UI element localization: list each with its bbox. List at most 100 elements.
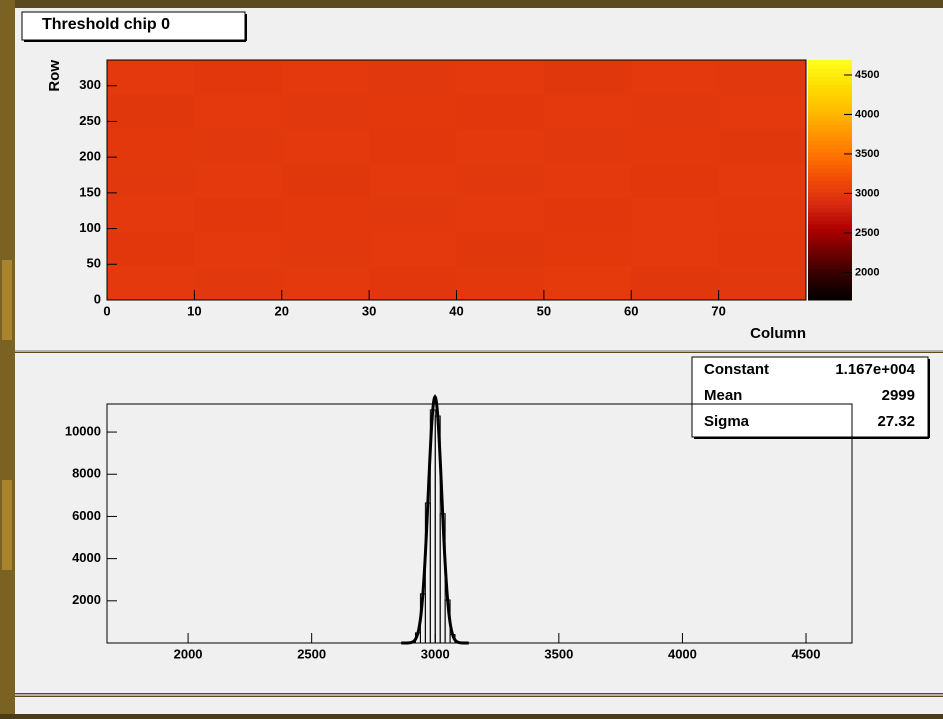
x-tick-label: 3000 — [421, 646, 450, 661]
colorbar-step — [808, 296, 852, 301]
colorbar-step — [808, 88, 852, 93]
colorbar-step — [808, 92, 852, 97]
x-tick-label: 4500 — [792, 646, 821, 661]
colorbar-step — [808, 72, 852, 77]
heat-cell — [282, 231, 370, 266]
x-axis-title: Column — [750, 325, 806, 342]
colorbar-step — [808, 104, 852, 109]
y-tick-label: 50 — [87, 256, 101, 271]
colorbar-step — [808, 268, 852, 273]
colorbar-step — [808, 68, 852, 73]
heat-cell — [107, 129, 195, 164]
heat-cell — [544, 197, 632, 232]
side-decor — [2, 480, 12, 570]
colorbar-tick-label: 2500 — [855, 227, 879, 239]
chart-title: Threshold chip 0 — [42, 16, 170, 33]
heat-cell — [107, 60, 195, 95]
colorbar-step — [808, 280, 852, 285]
colorbar-step — [808, 208, 852, 213]
colorbar-step — [808, 188, 852, 193]
colorbar-step — [808, 264, 852, 269]
stats-label: Sigma — [704, 413, 750, 430]
heat-cell — [719, 197, 807, 232]
colorbar-step — [808, 108, 852, 113]
heat-cell — [719, 60, 807, 95]
heat-cell — [544, 231, 632, 266]
heat-cell — [457, 197, 545, 232]
colorbar-step — [808, 128, 852, 133]
heat-cell — [282, 94, 370, 129]
y-tick-label: 150 — [79, 184, 101, 199]
heat-cell — [457, 60, 545, 95]
colorbar-step — [808, 168, 852, 173]
heat-cell — [631, 266, 719, 301]
heat-cell — [369, 60, 457, 95]
y-tick-label: 100 — [79, 220, 101, 235]
heat-cell — [107, 197, 195, 232]
colorbar-step — [808, 140, 852, 145]
colorbar-step — [808, 260, 852, 265]
colorbar-tick-label: 2000 — [855, 266, 879, 278]
colorbar-step — [808, 240, 852, 245]
stats-value: 1.167e+004 — [835, 361, 915, 378]
colorbar-step — [808, 196, 852, 201]
heat-cell — [457, 231, 545, 266]
colorbar-step — [808, 124, 852, 129]
colorbar-step — [808, 172, 852, 177]
colorbar-step — [808, 132, 852, 137]
colorbar-step — [808, 284, 852, 289]
heat-cell — [194, 266, 282, 301]
colorbar-step — [808, 148, 852, 153]
heat-cell — [457, 266, 545, 301]
heat-cell — [369, 197, 457, 232]
colorbar-step — [808, 288, 852, 293]
y-tick-label: 0 — [94, 291, 101, 306]
heat-cell — [369, 266, 457, 301]
y-tick-label: 2000 — [72, 592, 101, 607]
heat-cell — [194, 163, 282, 198]
heat-cell — [457, 94, 545, 129]
colorbar-step — [808, 156, 852, 161]
colorbar-step — [808, 220, 852, 225]
colorbar-step — [808, 164, 852, 169]
colorbar-step — [808, 200, 852, 205]
colorbar-step — [808, 96, 852, 101]
colorbar-tick-label: 3000 — [855, 187, 879, 199]
colorbar-step — [808, 76, 852, 81]
x-tick-label: 10 — [187, 303, 201, 318]
y-tick-label: 10000 — [65, 423, 101, 438]
x-tick-label: 2000 — [174, 646, 203, 661]
colorbar-step — [808, 212, 852, 217]
heat-cell — [194, 94, 282, 129]
heat-cell — [631, 163, 719, 198]
pad-bottom — [15, 697, 943, 714]
colorbar-step — [808, 292, 852, 297]
heat-cell — [369, 231, 457, 266]
heat-cell — [194, 129, 282, 164]
colorbar-step — [808, 84, 852, 89]
heat-cell — [544, 94, 632, 129]
colorbar-step — [808, 100, 852, 105]
colorbar-step — [808, 248, 852, 253]
heat-cell — [282, 197, 370, 232]
stats-label: Mean — [704, 387, 742, 404]
heat-cell — [457, 163, 545, 198]
heat-cell — [719, 231, 807, 266]
colorbar-step — [808, 192, 852, 197]
colorbar-step — [808, 60, 852, 65]
colorbar-step — [808, 276, 852, 281]
colorbar-step — [808, 120, 852, 125]
stats-value: 2999 — [882, 387, 915, 404]
x-tick-label: 0 — [103, 303, 110, 318]
x-tick-label: 70 — [711, 303, 725, 318]
heat-cell — [544, 163, 632, 198]
colorbar-step — [808, 244, 852, 249]
colorbar-step — [808, 236, 852, 241]
x-tick-label: 30 — [362, 303, 376, 318]
heat-cell — [282, 129, 370, 164]
colorbar-step — [808, 252, 852, 257]
y-tick-label: 8000 — [72, 466, 101, 481]
side-strip — [0, 0, 15, 714]
y-tick-label: 250 — [79, 113, 101, 128]
